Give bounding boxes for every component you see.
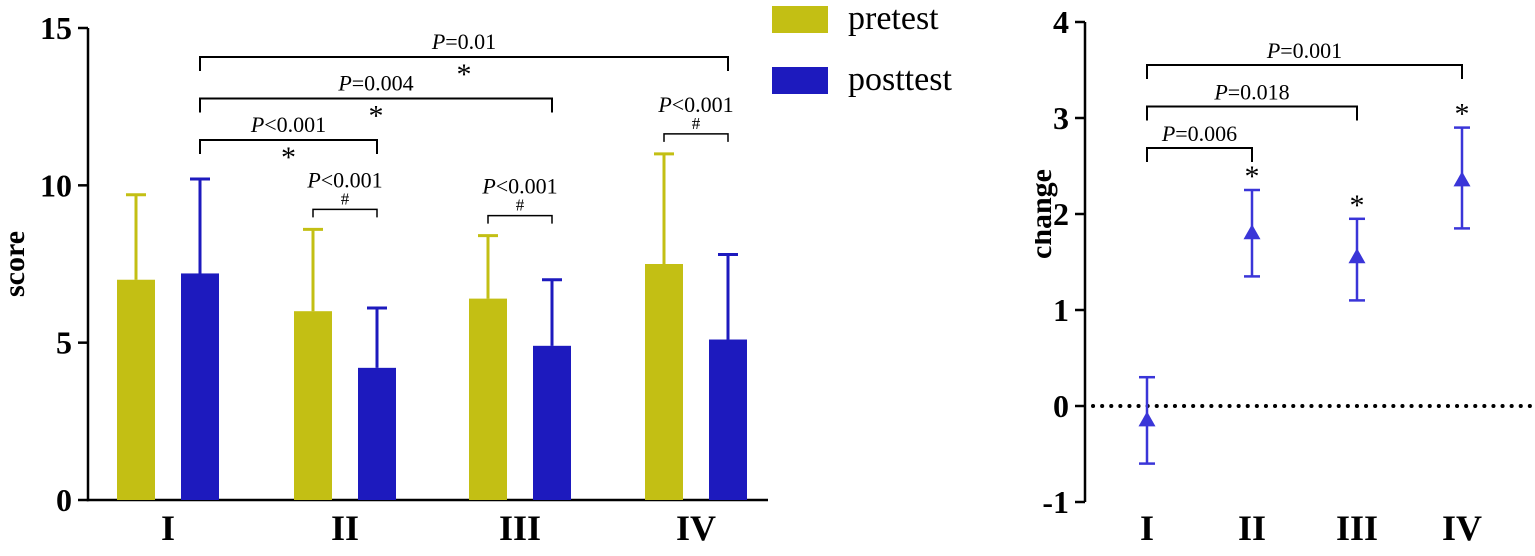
significance-bracket — [199, 56, 729, 71]
bar-posttest — [181, 273, 219, 500]
significance-star: * — [281, 141, 296, 174]
significance-bracket — [1146, 147, 1253, 162]
pair-bracket — [487, 214, 553, 224]
legend-item-posttest: posttest — [772, 63, 952, 97]
p-value-label: P<0.001 — [481, 174, 557, 199]
y-tick-label: 0 — [56, 482, 72, 518]
hash-symbol: # — [692, 114, 701, 133]
triangle-marker — [1348, 248, 1366, 264]
legend-label-posttest: posttest — [848, 61, 952, 98]
bar-posttest — [358, 367, 396, 500]
x-category-label: III — [1336, 508, 1378, 548]
bar-pretest — [469, 298, 507, 500]
x-category-label: IV — [676, 508, 716, 548]
p-value-label: P<0.001 — [306, 167, 382, 192]
legend-label-pretest: pretest — [848, 0, 939, 37]
y-tick-label: 0 — [1053, 388, 1069, 424]
pair-bracket — [663, 133, 729, 142]
significance-bracket — [199, 97, 553, 113]
bar-pretest — [294, 311, 332, 500]
y-tick-label: 1 — [1053, 292, 1069, 328]
x-category-label: II — [1238, 508, 1266, 548]
x-category-label: I — [161, 508, 175, 548]
triangle-marker — [1453, 171, 1471, 187]
x-category-label: I — [1140, 508, 1154, 548]
legend-swatch-posttest-icon — [772, 66, 828, 94]
x-category-label: II — [331, 508, 359, 548]
p-value-label: P=0.001 — [1266, 38, 1342, 63]
p-value-label: P=0.006 — [1161, 121, 1237, 146]
p-value-label: P<0.001 — [657, 92, 733, 117]
legend-item-pretest: pretest — [772, 2, 952, 36]
legend: pretest posttest — [772, 2, 952, 97]
y-axis-title: change — [1035, 169, 1058, 259]
triangle-marker — [1138, 411, 1156, 427]
pair-bracket — [312, 208, 378, 218]
hash-symbol: # — [341, 189, 350, 208]
y-axis-title: score — [0, 231, 31, 297]
bar-pretest — [117, 279, 155, 500]
significance-star: * — [1455, 98, 1470, 131]
bar-pretest — [645, 264, 683, 500]
significance-star: * — [1245, 160, 1260, 193]
x-category-label: III — [499, 508, 541, 548]
legend-swatch-pretest-icon — [772, 5, 828, 33]
triangle-marker — [1243, 224, 1261, 240]
significance-bracket — [1146, 64, 1463, 79]
p-value-label: P=0.01 — [431, 29, 496, 54]
significance-star: * — [1350, 189, 1365, 222]
significance-bracket — [199, 139, 378, 154]
significance-bracket — [1146, 105, 1358, 121]
significance-star: * — [369, 100, 384, 133]
y-tick-label: 10 — [40, 167, 72, 203]
y-tick-label: -1 — [1042, 484, 1069, 520]
significance-star: * — [457, 58, 472, 91]
bar-posttest — [709, 339, 747, 500]
y-tick-label: 2 — [1053, 196, 1069, 232]
y-tick-label: 3 — [1053, 100, 1069, 136]
y-tick-label: 15 — [40, 10, 72, 46]
x-category-label: IV — [1442, 508, 1482, 548]
hash-symbol: # — [516, 196, 525, 215]
p-value-label: P=0.004 — [337, 71, 413, 96]
bar-posttest — [533, 345, 571, 500]
p-value-label: P<0.001 — [250, 112, 326, 137]
y-tick-label: 5 — [56, 325, 72, 361]
y-tick-label: 4 — [1053, 4, 1069, 40]
p-value-label: P=0.018 — [1213, 80, 1289, 105]
